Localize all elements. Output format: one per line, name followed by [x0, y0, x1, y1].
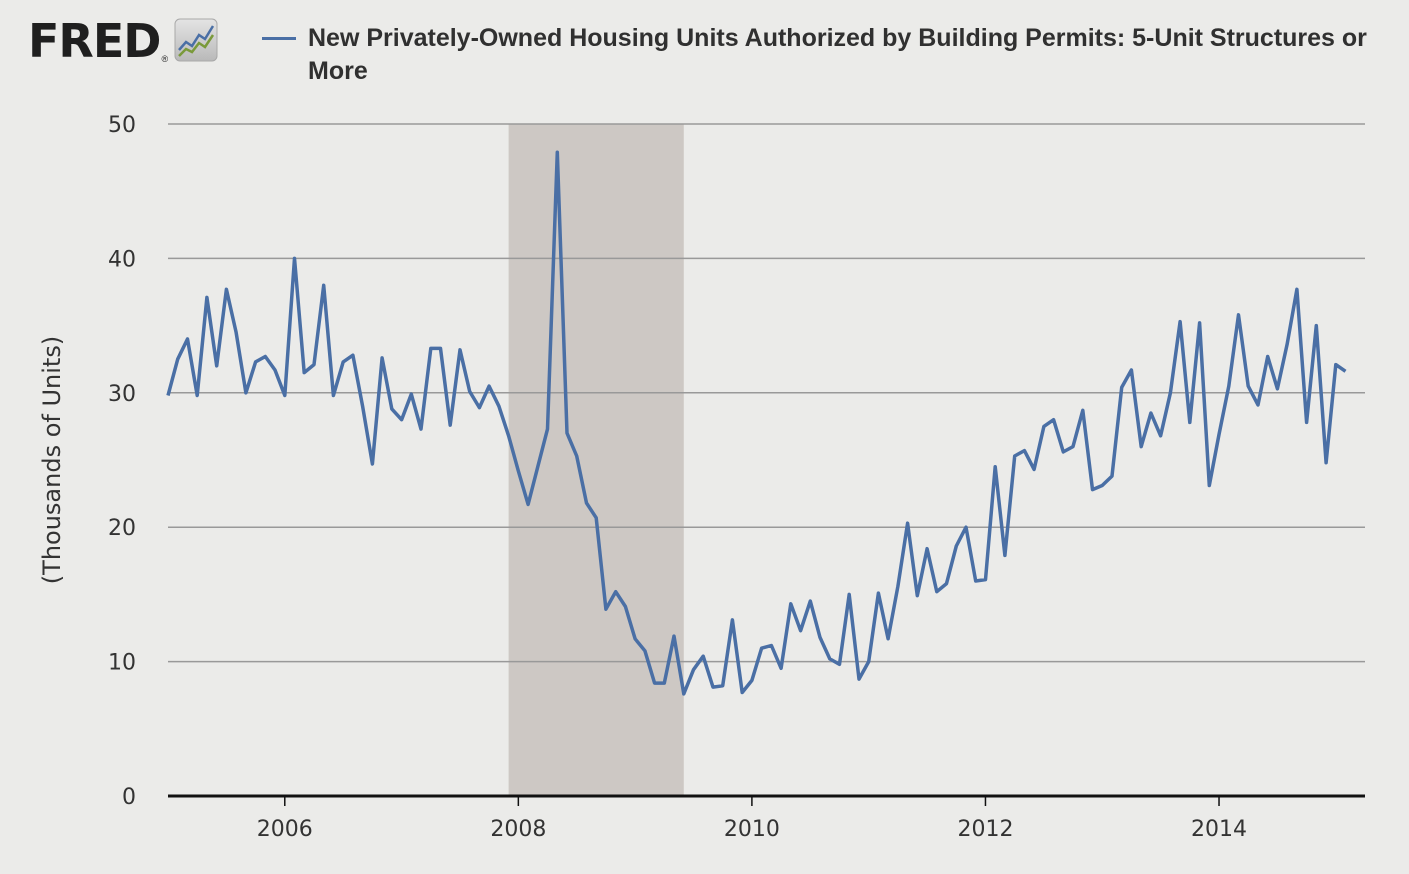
fred-logo[interactable]: FRED ® — [28, 16, 218, 66]
x-tick-label: 2012 — [957, 817, 1013, 842]
y-tick-label: 50 — [108, 113, 136, 138]
fred-chart-icon — [174, 18, 218, 62]
chart-legend: New Privately-Owned Housing Units Author… — [262, 22, 1382, 88]
logo-text: FRED — [28, 14, 161, 68]
y-tick-label: 30 — [108, 382, 136, 407]
registered-mark: ® — [161, 54, 169, 64]
legend-swatch — [262, 37, 296, 40]
y-tick-label: 40 — [108, 247, 136, 272]
recession-band — [508, 124, 684, 796]
x-tick-label: 2014 — [1191, 817, 1247, 842]
y-axis-title: (Thousands of Units) — [38, 336, 66, 584]
y-tick-label: 10 — [108, 651, 136, 676]
x-tick-label: 2010 — [724, 817, 780, 842]
y-tick-label: 0 — [122, 785, 136, 810]
series-line — [166, 150, 1347, 696]
x-tick-label: 2008 — [490, 817, 546, 842]
legend-label: New Privately-Owned Housing Units Author… — [308, 24, 1367, 85]
y-tick-label: 20 — [108, 516, 136, 541]
x-tick-label: 2006 — [257, 817, 313, 842]
